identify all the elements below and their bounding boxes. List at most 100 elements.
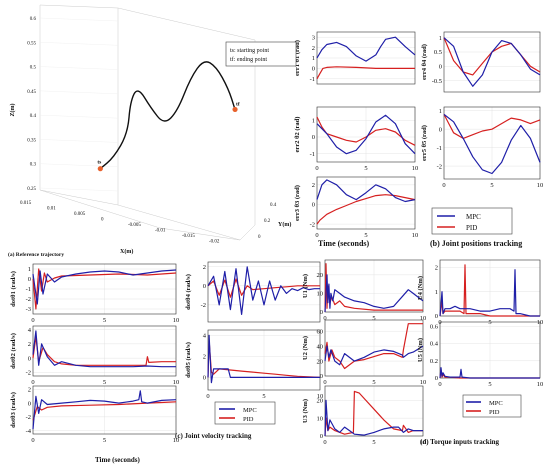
- x-tick-label: 0: [315, 165, 318, 172]
- x-tick-label: 0: [31, 379, 34, 386]
- y-tick-label: 10: [317, 291, 324, 298]
- z-tick-label: 0.35: [27, 138, 36, 143]
- z-tick-label: 0.4: [30, 114, 37, 119]
- y-axis-label: dotθ1 (rad/s): [10, 271, 17, 307]
- axes-box-edge: [39, 4, 119, 9]
- x-tick-label: 10: [173, 317, 180, 324]
- x-tick-label: 5: [103, 379, 106, 386]
- legend-b: MPC PID: [431, 207, 513, 235]
- y-tick-label: 0.6: [430, 324, 439, 331]
- z-tick-label: 0.5: [30, 66, 37, 71]
- x-axis-label-3d: X(m): [120, 248, 133, 255]
- plot-frame: [324, 319, 424, 377]
- caption-a: (a) Reference trajectory: [8, 251, 64, 258]
- series-pid-line: [316, 194, 416, 225]
- plot-frame: [316, 106, 416, 163]
- y-tick-label: 0.2: [430, 358, 438, 365]
- z-axis-label: Z(m): [9, 104, 16, 117]
- reference-trajectory-panel: 0.6 0.55 0.5 0.45 0.4 0.35 0.3 0.25 Z(m) 0.015 0.0…: [9, 4, 291, 255]
- panel-d2: 0 20 40 60 0 5 10 U2 (Nm): [302, 319, 426, 386]
- x-tick-label-3d: -0.02: [209, 240, 220, 245]
- series-mpc-line: [439, 269, 540, 317]
- y-axis-label: err5 θ5 (rad): [421, 125, 428, 161]
- y-tick-label: -2: [437, 163, 442, 170]
- y-tick-label: 2: [203, 264, 206, 271]
- end-point-label: tf: [236, 101, 240, 107]
- series-pid-line: [443, 114, 541, 139]
- y-tick-label: 2: [28, 387, 31, 394]
- x-tick-label: 0: [438, 381, 441, 388]
- x-tick-label: 0: [206, 393, 209, 400]
- y-tick-label: 0: [28, 276, 31, 283]
- y-tick-label: -1: [310, 151, 315, 158]
- panel-c3: -4 -2 0 2 0 5 10 dotθ3 (rad/s): [10, 385, 179, 444]
- x-tick-label-3d: 0.015: [20, 201, 32, 206]
- y-axis-label: dotθ3 (rad/s): [10, 392, 17, 428]
- z-tick-label: 0.25: [27, 187, 36, 192]
- start-point-label: ts: [97, 160, 101, 166]
- x-tick-label-3d: -0.015: [182, 234, 195, 239]
- end-point-marker: [232, 106, 238, 113]
- x-tick-label-3d: 0.01: [47, 207, 56, 212]
- x-tick-label: 5: [103, 317, 106, 324]
- y-tick-label-3d: 0.4: [270, 203, 277, 208]
- y-tick-label: 3: [312, 34, 315, 41]
- y-tick-label: 0: [439, 63, 442, 70]
- legend-c-mpc-label: MPC: [243, 407, 257, 414]
- y-tick-label: 0: [203, 283, 206, 290]
- z-gridline: [39, 17, 119, 22]
- y-tick-label: 0: [312, 134, 315, 141]
- x-tick-label-3d: 0.005: [74, 212, 86, 217]
- time-label-c: Time (seconds): [95, 456, 140, 464]
- series-mpc-line: [316, 114, 416, 155]
- y-tick-label: -2: [26, 414, 31, 421]
- y-tick-label: 2: [312, 45, 315, 52]
- y-tick-label: 1: [312, 55, 315, 62]
- legend-b-pid-label: PID: [466, 224, 477, 232]
- y-axis-label: err4 θ4 (rad): [421, 44, 428, 80]
- series-pid-line: [324, 390, 423, 437]
- plot-frame: [324, 385, 424, 437]
- axes-box-edge: [239, 224, 256, 241]
- y-axis-label: dotθ4 (rad/s): [185, 274, 192, 310]
- x-tick-label: 0: [31, 437, 34, 444]
- x-tick-label: 5: [488, 381, 491, 388]
- x-tick-label: 0: [315, 232, 318, 239]
- y-axis-label-3d: Y(m): [278, 221, 291, 228]
- y-axis-label: U4 (Nm): [417, 276, 424, 300]
- plot-frame: [32, 263, 177, 315]
- y-tick-label: 0.5: [434, 49, 442, 56]
- z-gridline: [39, 42, 119, 46]
- z-tick-label: 0.3: [30, 163, 37, 168]
- series-mpc-line: [443, 37, 541, 87]
- legend-c-pid-label: PID: [243, 416, 254, 423]
- y-tick-label: 2: [312, 182, 315, 189]
- x-tick-label: 10: [412, 165, 419, 172]
- y-tick-label-3d: 0.2: [264, 219, 271, 224]
- axes-box-edge: [159, 227, 241, 241]
- y-tick-label: 10: [317, 415, 324, 422]
- x-tick-label: 5: [372, 379, 375, 386]
- x-tick-label-3d: -0.01: [155, 229, 166, 234]
- series-mpc-line: [316, 36, 416, 62]
- annotation-line-1: ts: starting point: [230, 48, 269, 54]
- plot-frame: [207, 261, 321, 323]
- legend-b-mpc-label: MPC: [466, 213, 481, 221]
- panel-b1: -1 0 1 2 3 err1 θ1 (rad): [294, 31, 416, 85]
- y-tick-label: 1: [28, 266, 31, 273]
- x-tick-label: 10: [412, 232, 419, 239]
- caption-b: (b) Joint positions tracking: [430, 239, 522, 248]
- y-axis-label: err2 θ2 (rad): [294, 117, 301, 153]
- series-pid-line: [443, 37, 541, 76]
- x-tick-label: 10: [420, 315, 427, 322]
- y-tick-label: 0.4: [430, 341, 439, 348]
- plot-frame: [316, 176, 416, 230]
